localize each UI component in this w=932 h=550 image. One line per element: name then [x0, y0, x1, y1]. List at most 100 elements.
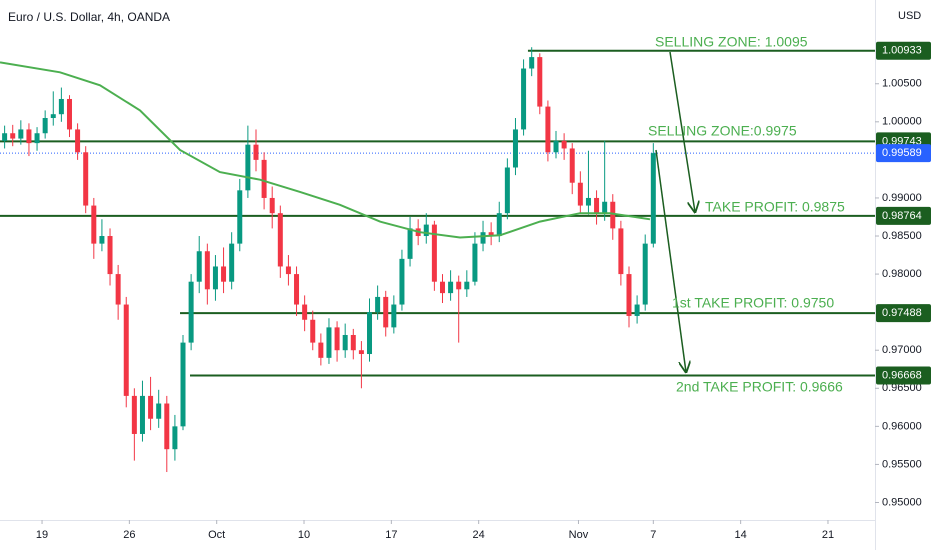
x-tick-label: 21 — [822, 529, 834, 541]
level-label-box — [876, 366, 931, 385]
x-tick-label: 7 — [650, 529, 656, 541]
candle-body — [488, 232, 494, 237]
candle-body — [131, 395, 137, 434]
y-tick-label: 0.97000 — [882, 344, 922, 356]
candle-body — [464, 281, 470, 290]
candle-body — [626, 274, 632, 316]
candle-body — [253, 144, 259, 160]
candle-body — [2, 133, 8, 141]
candle-body — [91, 205, 97, 244]
candle-body — [610, 201, 616, 229]
candle-body — [521, 68, 527, 130]
y-tick-label: 1.00000 — [882, 116, 922, 128]
candle-body — [75, 129, 81, 153]
y-tick-label: 0.96500 — [882, 382, 922, 394]
candle-body — [439, 281, 445, 294]
candle-body — [545, 106, 551, 153]
candle-body — [529, 57, 535, 69]
candle-body — [480, 232, 486, 244]
chart-title: Euro / U.S. Dollar, 4h, OANDA — [8, 10, 170, 24]
level-label-box — [876, 206, 931, 225]
candle-body — [342, 334, 348, 351]
annotation: 1st TAKE PROFIT: 0.9750 — [672, 295, 834, 311]
candle-body — [423, 224, 429, 237]
x-tick-label: 17 — [385, 529, 397, 541]
annotation: SELLING ZONE:0.9975 — [648, 123, 797, 139]
candle-body — [172, 426, 178, 450]
candle-body — [285, 266, 291, 275]
candle-body — [229, 243, 235, 282]
candle-body — [399, 258, 405, 305]
x-tick-label: Oct — [208, 529, 225, 541]
candle-body — [496, 213, 502, 237]
annotation: SELLING ZONE: 1.0095 — [655, 34, 808, 50]
candle-body — [261, 159, 267, 198]
candle-body — [26, 129, 32, 144]
level-label-box — [876, 41, 931, 60]
candle-body — [164, 403, 170, 450]
candle-body — [180, 342, 186, 427]
candle-body — [391, 304, 397, 328]
candle-body — [139, 395, 145, 434]
moving-average-line — [0, 61, 651, 239]
candle-body — [237, 190, 243, 244]
candle-body — [277, 213, 283, 267]
candle-body — [83, 152, 89, 206]
annotation: 2nd TAKE PROFIT: 0.9666 — [676, 379, 843, 395]
candle-body — [350, 334, 356, 351]
level-label: 0.98764 — [882, 210, 922, 222]
candle-body — [148, 395, 154, 419]
candle-body — [358, 350, 364, 355]
candle-body — [115, 274, 121, 305]
candle-body — [188, 281, 194, 343]
arrow — [669, 51, 695, 212]
level-label: 0.97488 — [882, 307, 922, 319]
candle-body — [634, 304, 640, 316]
arrow — [655, 149, 686, 372]
candle-body — [448, 281, 454, 294]
candle-body — [50, 114, 56, 119]
candle-body — [18, 129, 24, 139]
candle-body — [602, 201, 608, 214]
candle-body — [310, 319, 316, 343]
candle-body — [245, 144, 251, 191]
candle-body — [504, 167, 510, 214]
candle-body — [204, 251, 210, 290]
candle-body — [156, 403, 162, 419]
candle-body — [334, 327, 340, 351]
candle-body — [383, 296, 389, 328]
candle-body — [196, 251, 202, 282]
candle-body — [569, 148, 575, 183]
candle-body — [577, 182, 583, 206]
candle-body — [367, 312, 373, 355]
x-tick-label: 14 — [735, 529, 747, 541]
candle-body — [537, 57, 543, 107]
candle-body — [269, 197, 275, 214]
last-price-label: 0.99589 — [882, 147, 922, 159]
candle-body — [302, 304, 308, 320]
candle-body — [650, 153, 656, 244]
candle-body — [561, 140, 567, 149]
candle-body — [294, 274, 300, 305]
y-tick-label: 0.95000 — [882, 496, 922, 508]
candle-body — [407, 228, 413, 259]
candle-body — [10, 133, 16, 139]
candle-body — [642, 243, 648, 305]
candle-body — [123, 304, 129, 396]
candle-body — [318, 342, 324, 358]
candle-body — [34, 133, 40, 144]
candle-body — [99, 236, 105, 244]
candle-body — [212, 266, 218, 290]
y-tick-label: 0.99000 — [882, 192, 922, 204]
candle-body — [553, 140, 559, 153]
y-tick-label: 0.98500 — [882, 230, 922, 242]
x-tick-label: 26 — [123, 529, 135, 541]
x-tick-label: 10 — [298, 529, 310, 541]
annotation: TAKE PROFIT: 0.9875 — [705, 199, 845, 215]
level-label: 1.00933 — [882, 45, 922, 57]
x-tick-label: Nov — [569, 529, 589, 541]
level-label: 0.96668 — [882, 369, 922, 381]
